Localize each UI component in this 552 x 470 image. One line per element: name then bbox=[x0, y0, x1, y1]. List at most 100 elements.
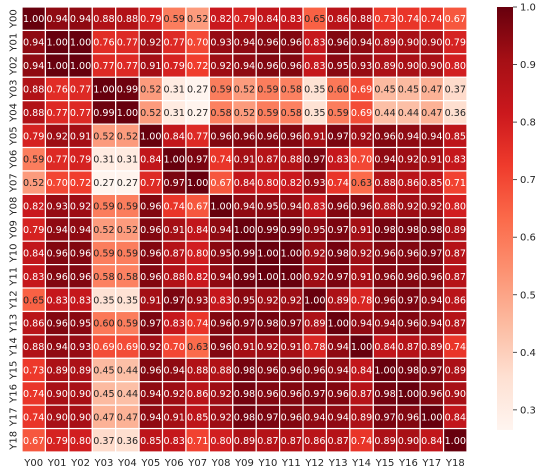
cell-value-label: 0.96 bbox=[257, 131, 278, 142]
cell-value-label: 0.83 bbox=[281, 14, 302, 25]
cell-value-label: 0.97 bbox=[398, 295, 419, 306]
cell-value-label: 0.96 bbox=[140, 248, 161, 259]
cell-value-label: 0.52 bbox=[140, 84, 161, 95]
cell-value-label: 0.60 bbox=[93, 319, 114, 330]
cell-value-label: 0.69 bbox=[93, 342, 114, 353]
cell-value-label: 0.45 bbox=[93, 389, 114, 400]
cell-value-label: 0.79 bbox=[46, 436, 67, 447]
cell-value-label: 0.97 bbox=[304, 155, 325, 166]
cell-value-label: 0.27 bbox=[93, 178, 114, 189]
x-axis-tick-labels: Y00 Y01 Y02 Y03 Y04 Y05 Y06 Y07 Y08 Y09 Y10 Y11 Y12 Y… bbox=[23, 458, 464, 469]
cell-value-label: 0.58 bbox=[93, 272, 114, 283]
cell-value-label: 0.99 bbox=[117, 84, 138, 95]
cell-value-label: 0.87 bbox=[445, 272, 466, 283]
cell-value-label: 1.00 bbox=[281, 272, 302, 283]
cell-value-label: 0.58 bbox=[117, 272, 138, 283]
cell-value-label: 0.92 bbox=[164, 389, 185, 400]
colorbar-tick-label: 0.8 bbox=[520, 118, 536, 129]
y-tick-label: Y06 bbox=[9, 150, 20, 170]
cell-value-label: 0.52 bbox=[234, 108, 255, 119]
cell-value-label: 0.93 bbox=[70, 342, 91, 353]
cell-value-label: 0.91 bbox=[140, 295, 161, 306]
cell-value-label: 0.82 bbox=[281, 178, 302, 189]
y-axis-tick-labels: Y00 Y01 Y02 Y03 Y04 Y05 Y06 Y07 Y08 Y09 Y10 Y11 Y12 Y… bbox=[9, 9, 20, 450]
cell-value-label: 0.96 bbox=[281, 38, 302, 49]
cell-value-label: 0.77 bbox=[93, 61, 114, 72]
cell-value-label: 0.83 bbox=[70, 295, 91, 306]
cell-value-label: 0.45 bbox=[93, 366, 114, 377]
cell-value-label: 0.77 bbox=[70, 84, 91, 95]
cell-value-label: 0.72 bbox=[187, 61, 208, 72]
x-tick-label: Y04 bbox=[117, 458, 137, 469]
cell-value-label: 0.96 bbox=[351, 202, 372, 213]
cell-value-label: 0.87 bbox=[327, 436, 348, 447]
cell-value-label: 0.65 bbox=[304, 14, 325, 25]
cell-value-label: 0.97 bbox=[421, 366, 442, 377]
y-tick-label: Y08 bbox=[9, 197, 20, 217]
y-tick-label: Y02 bbox=[9, 56, 20, 76]
cell-value-label: 0.97 bbox=[257, 412, 278, 423]
y-tick-label: Y14 bbox=[9, 337, 20, 357]
cell-value-label: 0.31 bbox=[117, 155, 138, 166]
cell-value-label: 1.00 bbox=[445, 436, 466, 447]
cell-value-label: 0.87 bbox=[398, 342, 419, 353]
cell-value-label: 0.76 bbox=[93, 38, 114, 49]
heatmap-cells: 1.00 0.94 0.94 0.88 0.88 0.79 0.59 0.52 0.82 0.79… bbox=[21, 6, 468, 453]
cell-value-label: 0.74 bbox=[351, 436, 372, 447]
cell-value-label: 0.52 bbox=[187, 14, 208, 25]
cell-value-label: 0.73 bbox=[23, 366, 44, 377]
cell-value-label: 0.92 bbox=[210, 61, 231, 72]
cell-value-label: 0.91 bbox=[304, 131, 325, 142]
cell-value-label: 0.96 bbox=[281, 412, 302, 423]
cell-value-label: 0.94 bbox=[210, 225, 231, 236]
cell-value-label: 1.00 bbox=[164, 155, 185, 166]
cell-value-label: 0.59 bbox=[327, 108, 348, 119]
cell-value-label: 0.85 bbox=[445, 131, 466, 142]
cell-value-label: 0.94 bbox=[70, 225, 91, 236]
cell-value-label: 0.92 bbox=[140, 342, 161, 353]
x-tick-label: Y18 bbox=[445, 458, 465, 469]
cell-value-label: 1.00 bbox=[421, 412, 442, 423]
cell-value-label: 0.93 bbox=[46, 202, 67, 213]
cell-value-label: 0.78 bbox=[304, 342, 325, 353]
cell-value-label: 1.00 bbox=[210, 202, 231, 213]
cell-value-label: 0.90 bbox=[46, 389, 67, 400]
cell-value-label: 0.77 bbox=[70, 108, 91, 119]
cell-value-label: 0.90 bbox=[398, 436, 419, 447]
cell-value-label: 0.92 bbox=[421, 202, 442, 213]
cell-value-label: 0.94 bbox=[23, 61, 44, 72]
x-tick-label: Y13 bbox=[328, 458, 348, 469]
cell-value-label: 0.37 bbox=[93, 436, 114, 447]
cell-value-label: 0.87 bbox=[257, 155, 278, 166]
cell-value-label: 0.59 bbox=[93, 202, 114, 213]
y-tick-label: Y18 bbox=[9, 431, 20, 451]
cell-value-label: 0.86 bbox=[398, 178, 419, 189]
cell-value-label: 0.98 bbox=[398, 366, 419, 377]
cell-value-label: 0.89 bbox=[304, 319, 325, 330]
cell-value-label: 0.98 bbox=[257, 319, 278, 330]
cell-value-label: 0.97 bbox=[421, 248, 442, 259]
cell-value-label: 0.59 bbox=[257, 84, 278, 95]
cell-value-label: 0.31 bbox=[164, 84, 185, 95]
cell-value-label: 0.47 bbox=[93, 412, 114, 423]
cell-value-label: 0.79 bbox=[164, 61, 185, 72]
cell-value-label: 0.44 bbox=[117, 366, 138, 377]
cell-value-label: 1.00 bbox=[234, 225, 255, 236]
cell-value-label: 1.00 bbox=[398, 389, 419, 400]
x-tick-label: Y02 bbox=[70, 458, 90, 469]
cell-value-label: 0.91 bbox=[234, 155, 255, 166]
cell-value-label: 0.52 bbox=[117, 225, 138, 236]
x-tick-label: Y03 bbox=[94, 458, 114, 469]
cell-value-label: 0.97 bbox=[327, 131, 348, 142]
cell-value-label: 0.94 bbox=[140, 412, 161, 423]
cell-value-label: 0.59 bbox=[164, 14, 185, 25]
cell-value-label: 0.86 bbox=[304, 436, 325, 447]
colorbar-tick-label: 0.9 bbox=[520, 60, 536, 71]
cell-value-label: 0.52 bbox=[117, 131, 138, 142]
cell-value-label: 0.90 bbox=[70, 412, 91, 423]
cell-value-label: 0.96 bbox=[281, 131, 302, 142]
cell-value-label: 1.00 bbox=[117, 108, 138, 119]
cell-value-label: 0.83 bbox=[164, 436, 185, 447]
cell-value-label: 0.98 bbox=[421, 225, 442, 236]
